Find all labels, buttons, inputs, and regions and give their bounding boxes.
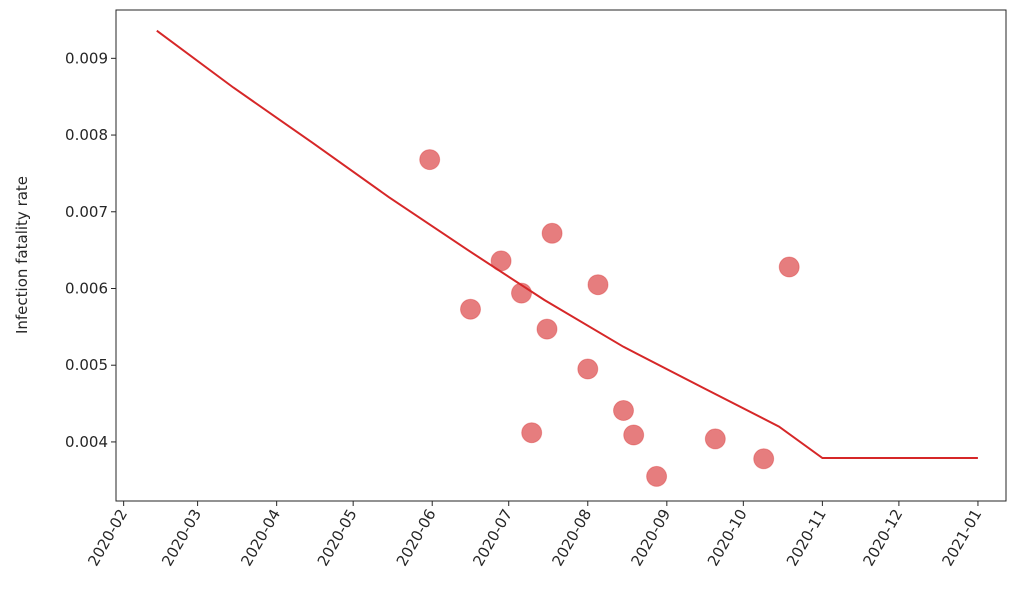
data-point bbox=[577, 358, 599, 380]
data-point bbox=[613, 400, 634, 421]
x-tick-label: 2020-12 bbox=[859, 506, 906, 569]
data-point bbox=[541, 222, 563, 244]
y-tick-label: 0.008 bbox=[65, 126, 108, 144]
data-point bbox=[536, 318, 558, 340]
y-tick-label: 0.009 bbox=[65, 49, 108, 67]
x-tick-label: 2020-03 bbox=[158, 506, 205, 569]
y-axis-label: Infection fatality rate bbox=[13, 176, 31, 334]
x-tick-label: 2021-01 bbox=[938, 506, 985, 569]
data-point bbox=[623, 424, 645, 446]
x-tick-label: 2020-02 bbox=[84, 506, 131, 569]
plot-frame bbox=[115, 9, 1007, 502]
x-tick-label: 2020-07 bbox=[469, 506, 516, 569]
data-point bbox=[419, 149, 441, 171]
data-point bbox=[646, 465, 668, 487]
x-tick-label: 2020-06 bbox=[393, 506, 440, 569]
fit-line bbox=[156, 29, 978, 459]
x-axis: 2020-02 2020-03 2020-04 2020-05 2020-06 2020-… bbox=[84, 501, 985, 569]
x-tick-label: 2020-04 bbox=[237, 506, 284, 569]
y-axis: 0.004 0.005 0.006 0.007 0.008 0.009 bbox=[65, 49, 116, 451]
x-tick-label: 2020-08 bbox=[548, 506, 595, 569]
x-tick-label: 2020-11 bbox=[783, 506, 830, 569]
data-point bbox=[753, 448, 775, 470]
x-tick-label: 2020-10 bbox=[704, 506, 751, 569]
data-marks bbox=[156, 29, 978, 487]
x-tick-label: 2020-05 bbox=[314, 506, 361, 569]
y-tick-label: 0.007 bbox=[65, 203, 108, 221]
y-tick-label: 0.006 bbox=[65, 279, 108, 297]
data-point bbox=[587, 274, 609, 296]
data-point bbox=[778, 256, 800, 278]
data-point bbox=[460, 298, 481, 320]
y-tick-label: 0.005 bbox=[65, 356, 108, 374]
plot-area bbox=[116, 10, 1006, 501]
y-tick-label: 0.004 bbox=[65, 433, 108, 451]
data-point bbox=[704, 428, 726, 450]
data-point bbox=[521, 422, 543, 444]
x-tick-label: 2020-09 bbox=[627, 506, 674, 569]
